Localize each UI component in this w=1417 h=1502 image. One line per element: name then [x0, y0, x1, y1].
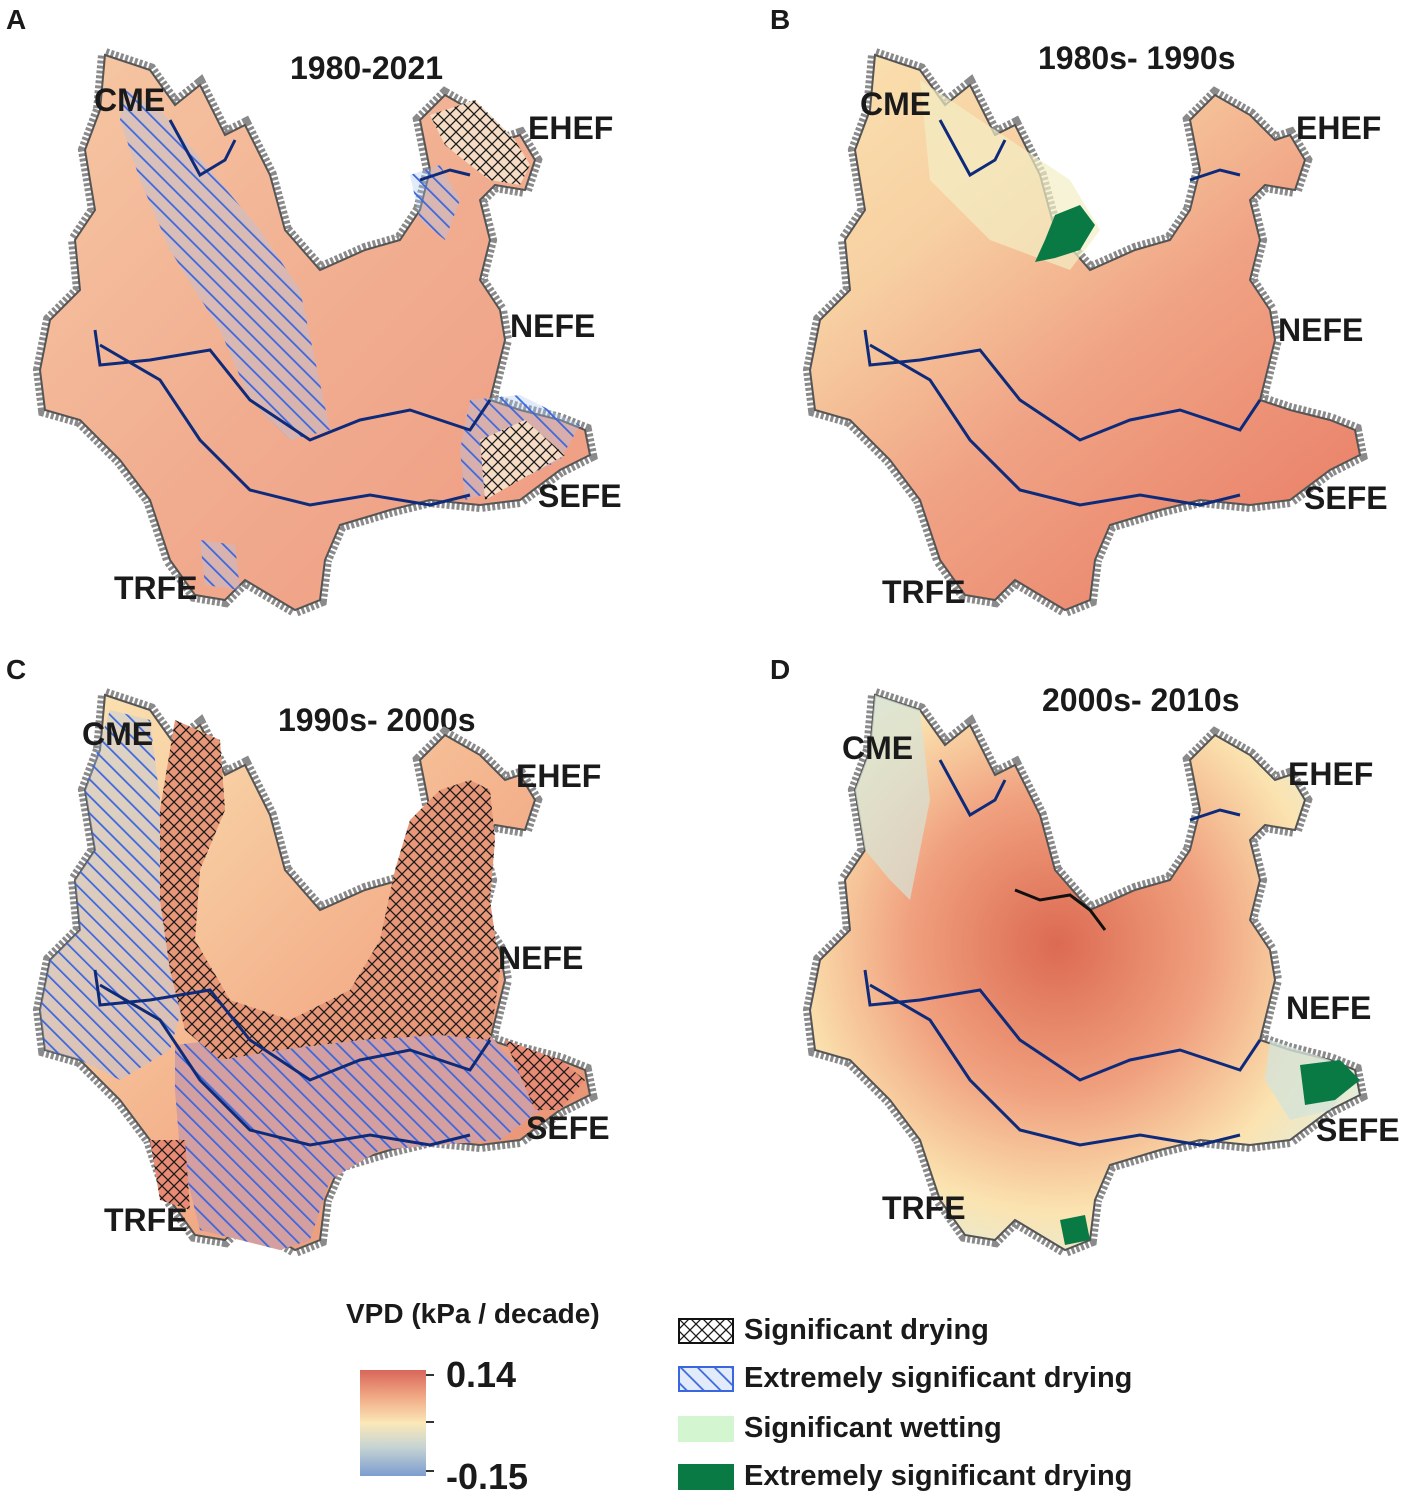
legend-label: Significant drying	[744, 1314, 989, 1346]
panel-a: A 1980-2021 CME EHEF NEFE SEFE TRFE	[0, 0, 700, 640]
colorbar-tick	[426, 1374, 434, 1376]
river-line	[99, 343, 471, 507]
extremely-significant-drying-area	[120, 90, 330, 440]
panel-label: B	[770, 4, 791, 35]
river-line	[93, 329, 492, 442]
dark-green-swatch	[678, 1464, 734, 1490]
diagonal-hatch-swatch	[678, 1366, 734, 1392]
significant-drying-area	[430, 100, 530, 185]
significant-drying-area	[150, 1140, 190, 1210]
river-line	[938, 759, 1007, 818]
region-trfe: TRFE	[882, 1190, 966, 1226]
colorbar-max: 0.14	[446, 1354, 517, 1395]
river-line	[99, 983, 471, 1147]
extremely-significant-drying-area	[200, 540, 240, 590]
river-line	[1189, 168, 1241, 182]
region-sefe: SEFE	[1304, 480, 1388, 516]
river-line	[938, 119, 1007, 178]
significant-drying-area	[480, 420, 565, 500]
region-sefe: SEFE	[526, 1110, 610, 1146]
significant-wetting-area	[855, 695, 930, 900]
colorbar-tick	[426, 1470, 434, 1472]
colorbar	[360, 1370, 426, 1476]
region-cme: CME	[94, 82, 166, 118]
region-trfe: TRFE	[114, 570, 198, 606]
region-nefe: NEFE	[1278, 312, 1364, 348]
significant-drying-area	[160, 720, 500, 1060]
river-line	[1189, 808, 1241, 822]
panel-d: D 2000s- 2010s CME EHEF NEFE SEFE TRFE	[770, 640, 1417, 1280]
panel-label: C	[6, 654, 27, 685]
panel-label: D	[770, 654, 791, 685]
extremely-significant-drying-area	[40, 710, 190, 1080]
panel-title: 1980-2021	[290, 50, 444, 86]
region-ehef: EHEF	[1288, 756, 1374, 792]
river-line	[863, 329, 1262, 442]
region-nefe: NEFE	[498, 940, 584, 976]
panel-c: C 1990s- 2000s CME EHEF NEFE SEFE TRFE	[0, 640, 700, 1280]
river-line	[869, 983, 1241, 1147]
legend-label: Extremely significant drying	[744, 1460, 1133, 1492]
panel-label: A	[6, 4, 27, 35]
extremely-significant-area	[1060, 1215, 1090, 1245]
light-green-swatch	[678, 1416, 734, 1442]
region-trfe: TRFE	[104, 1202, 188, 1238]
map-c	[0, 640, 700, 1280]
colorbar-tick	[426, 1421, 434, 1423]
region-cme: CME	[860, 86, 932, 122]
river-line	[419, 168, 471, 182]
region-ehef: EHEF	[516, 758, 602, 794]
extremely-significant-area	[1035, 205, 1095, 262]
extremely-significant-drying-area	[175, 1020, 540, 1250]
river-line	[93, 969, 492, 1082]
legend-label: Significant wetting	[744, 1412, 1002, 1444]
colorbar-min: -0.15	[446, 1456, 529, 1497]
river-line	[869, 343, 1241, 507]
significant-drying-area	[505, 1040, 585, 1110]
map-d	[770, 640, 1417, 1280]
map-b	[770, 0, 1417, 640]
extremely-significant-drying-area	[410, 165, 460, 240]
river-line	[168, 119, 237, 178]
region-sefe: SEFE	[538, 478, 622, 514]
region-nefe: NEFE	[510, 308, 596, 344]
panel-b: B 1980s- 1990s CME EHEF NEFE SEFE TRFE	[770, 0, 1417, 640]
region-ehef: EHEF	[528, 110, 614, 146]
region-cme: CME	[82, 716, 154, 752]
map-a	[0, 0, 700, 640]
region-trfe: TRFE	[882, 574, 966, 610]
region-nefe: NEFE	[1286, 990, 1372, 1026]
region-cme: CME	[842, 730, 914, 766]
colorbar-title: VPD (kPa / decade)	[346, 1298, 600, 1329]
region-sefe: SEFE	[1316, 1112, 1400, 1148]
legend-label: Extremely significant drying	[744, 1362, 1133, 1394]
significant-drying-line	[1014, 888, 1107, 931]
extremely-significant-area	[1300, 1060, 1360, 1105]
region-ehef: EHEF	[1296, 110, 1382, 146]
panel-title: 1980s- 1990s	[1038, 40, 1236, 76]
river-line	[863, 969, 1262, 1082]
cross-hatch-swatch	[678, 1318, 734, 1344]
panel-title: 2000s- 2010s	[1042, 682, 1240, 718]
